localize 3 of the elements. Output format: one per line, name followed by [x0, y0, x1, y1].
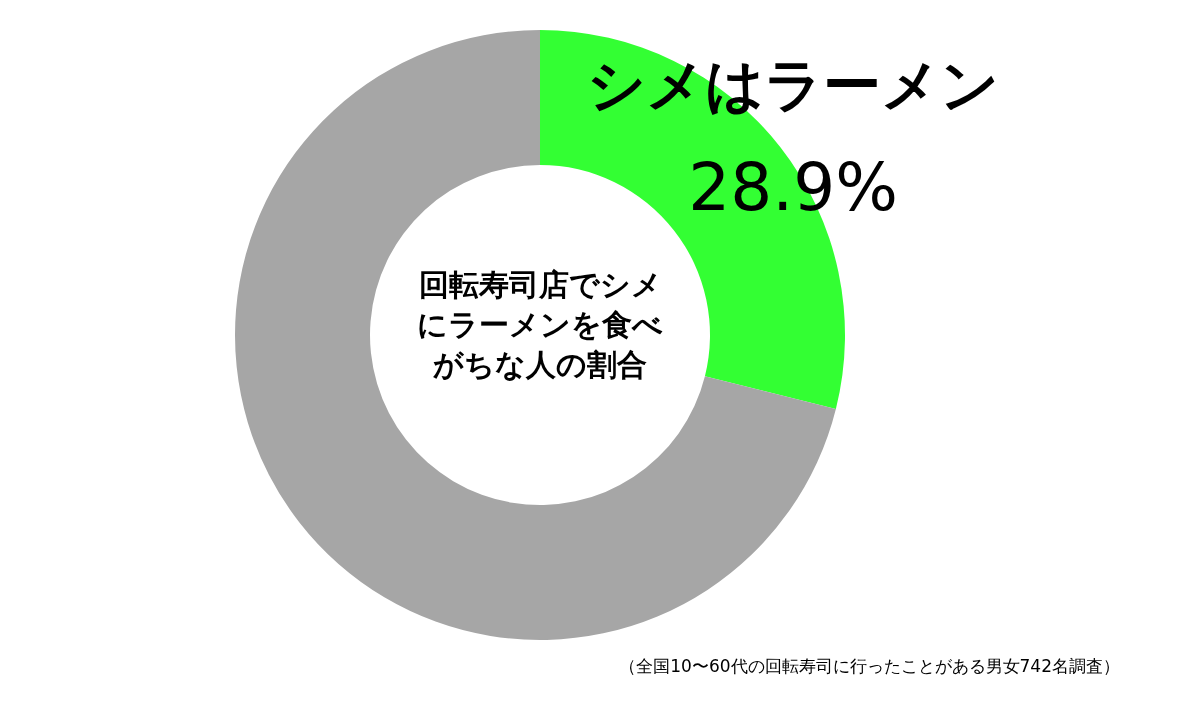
text: （全国10〜60代の回転寿司に行ったことがある男女742名調査） [619, 656, 1120, 676]
slice-label: シメはラーメン [587, 50, 1000, 119]
text: 回転寿司店でシメにラーメンを食べがちな人の割合 [417, 267, 663, 382]
